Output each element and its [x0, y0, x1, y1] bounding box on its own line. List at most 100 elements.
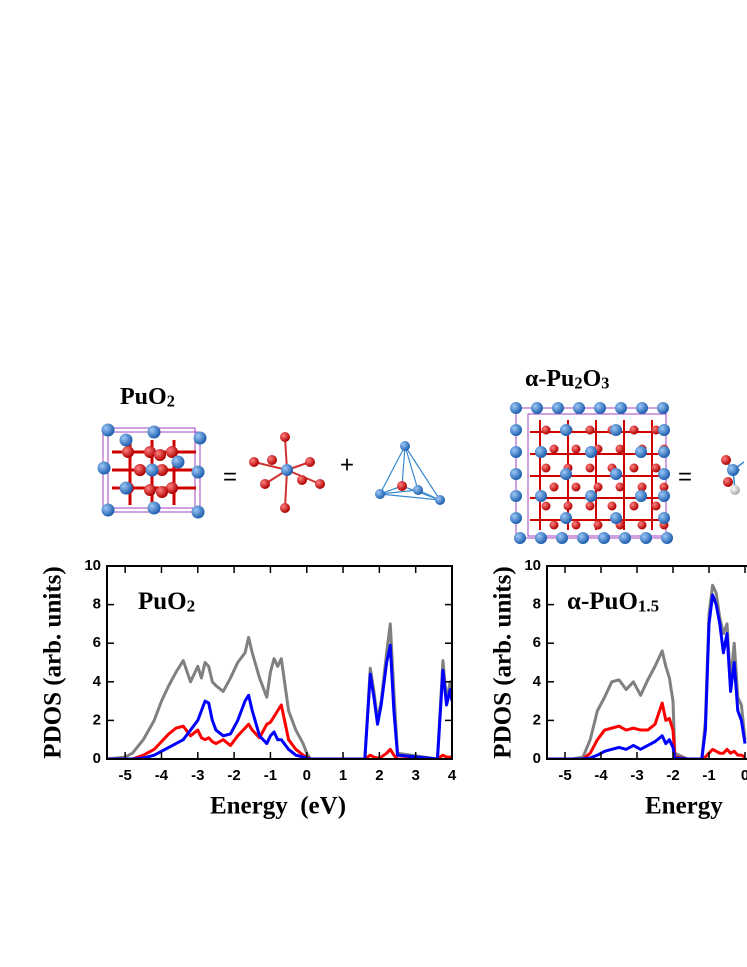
x-axis-label: Energy	[645, 793, 723, 820]
atom	[727, 464, 739, 476]
text-part: α-PuO	[567, 588, 638, 615]
atom	[535, 532, 547, 544]
atom	[651, 463, 661, 473]
text-part: α-Pu	[525, 366, 574, 392]
atom	[629, 501, 639, 511]
bond	[404, 445, 441, 501]
panel-label: PuO2	[138, 588, 195, 616]
atom	[134, 464, 146, 476]
atom	[637, 520, 647, 530]
atom	[267, 455, 277, 465]
atom	[510, 446, 522, 458]
atom	[397, 481, 407, 491]
atom	[619, 532, 631, 544]
text-part: 3	[601, 373, 609, 392]
atom	[156, 464, 168, 476]
y-tick-label: 6	[93, 634, 101, 651]
y-tick-label: 8	[533, 596, 541, 613]
x-tick-label: -5	[118, 767, 131, 784]
atom	[119, 433, 133, 447]
atom	[297, 475, 307, 485]
atom	[144, 484, 156, 496]
atom	[122, 446, 134, 458]
text-part: PuO	[138, 588, 187, 615]
pdos-line	[547, 701, 746, 760]
x-tick-label: -1	[264, 767, 277, 784]
bond	[401, 445, 406, 487]
atom	[145, 463, 159, 477]
atom	[280, 432, 290, 442]
atom	[661, 532, 673, 544]
atom	[510, 402, 522, 414]
y-tick-label: 10	[524, 557, 541, 574]
x-tick-label: 0	[741, 767, 747, 784]
atom	[615, 444, 625, 454]
atom	[510, 424, 522, 436]
atom	[585, 463, 595, 473]
x-tick-label: -2	[666, 767, 679, 784]
atom	[585, 425, 595, 435]
atom	[101, 423, 115, 437]
plus: +	[340, 451, 354, 478]
bond	[379, 445, 406, 495]
y-tick-label: 8	[93, 596, 101, 613]
atom	[615, 482, 625, 492]
panel-label: α-PuO1.5	[567, 588, 659, 616]
atom	[549, 444, 559, 454]
atom	[541, 463, 551, 473]
atom	[535, 446, 547, 458]
atom	[549, 520, 559, 530]
atom	[541, 501, 551, 511]
y-axis-label: PDOS (arb. units)	[40, 566, 67, 758]
atom	[637, 482, 647, 492]
atom	[598, 532, 610, 544]
text-part: O	[583, 366, 602, 392]
text-part: 2	[167, 391, 175, 410]
bond	[404, 445, 419, 491]
atom	[191, 505, 205, 519]
atom	[593, 520, 603, 530]
atom	[658, 424, 670, 436]
y-tick-label: 4	[93, 673, 102, 690]
atom	[552, 402, 564, 414]
atom	[629, 425, 639, 435]
equals: =	[678, 463, 692, 490]
pdos-line	[107, 643, 452, 760]
atom	[571, 520, 581, 530]
x-tick-label: 3	[412, 767, 420, 784]
atom	[658, 468, 670, 480]
text-part: 1.5	[638, 596, 659, 615]
atom	[635, 446, 647, 458]
atom	[610, 512, 622, 524]
atom	[659, 482, 669, 492]
atom	[101, 503, 115, 517]
atom	[556, 532, 568, 544]
atom	[147, 501, 161, 515]
atom	[147, 425, 161, 439]
atom	[657, 402, 669, 414]
structure-title: PuO2	[120, 384, 175, 411]
atom	[144, 446, 156, 458]
atom	[629, 463, 639, 473]
bond	[284, 469, 288, 509]
x-tick-label: -5	[558, 767, 571, 784]
atom	[585, 490, 597, 502]
atom	[249, 457, 259, 467]
atom	[400, 441, 410, 451]
atom	[610, 424, 622, 436]
atom	[560, 424, 572, 436]
atom	[651, 501, 661, 511]
atom	[413, 485, 423, 495]
pdos-line	[547, 583, 747, 760]
atom	[560, 512, 572, 524]
atom	[280, 503, 290, 513]
atom	[119, 481, 133, 495]
atom	[636, 402, 648, 414]
atom	[658, 490, 670, 502]
y-axis-label: PDOS (arb. units)	[490, 566, 517, 758]
atom	[607, 501, 617, 511]
atom	[97, 461, 111, 475]
atom	[171, 455, 185, 469]
atom	[730, 485, 740, 495]
